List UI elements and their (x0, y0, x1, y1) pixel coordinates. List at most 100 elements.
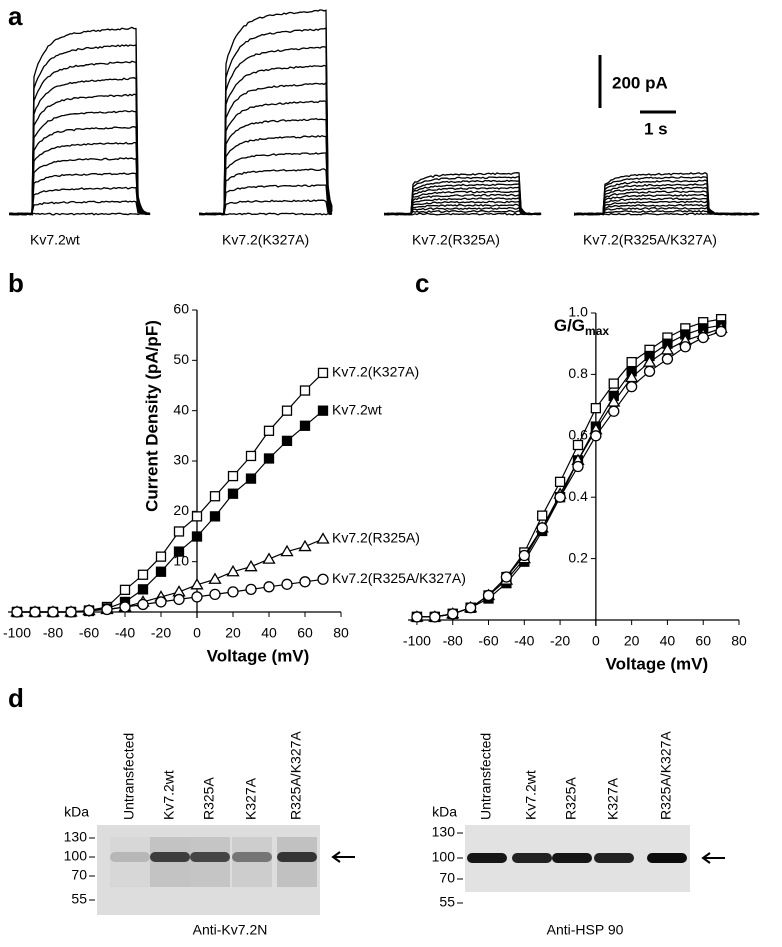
x-tick-label: -80 (443, 633, 463, 649)
marker (155, 596, 167, 608)
x-tick-label: -20 (550, 633, 570, 649)
y-tick-label: 0.2 (568, 549, 588, 565)
trace (9, 172, 151, 216)
band (190, 852, 230, 862)
x-tick-label: 40 (261, 625, 277, 641)
x-tick-label: 80 (333, 625, 349, 641)
trace (574, 171, 760, 216)
lane-label: Kv7.2wt (161, 770, 177, 820)
marker (65, 606, 77, 618)
marker (447, 608, 459, 620)
trace (199, 134, 333, 216)
marker (137, 598, 149, 611)
y-axis-label-sub: max (585, 324, 609, 338)
y-tick-label: 1.0 (568, 304, 588, 320)
smear (232, 837, 272, 887)
marker (191, 511, 203, 522)
lane-label: Untransfected (121, 733, 137, 820)
y-tick-label: 0.8 (568, 365, 588, 381)
marker (626, 356, 637, 368)
marker (263, 581, 275, 593)
marker (262, 552, 276, 564)
marker-label: 70 (439, 870, 455, 886)
marker (590, 403, 602, 414)
x-tick-label: 20 (225, 625, 241, 641)
x-tick-label: 0 (592, 633, 600, 649)
trace (9, 60, 151, 216)
marker (227, 586, 239, 598)
marker (464, 602, 477, 614)
marker (173, 546, 185, 557)
x-tick-label: 60 (695, 633, 711, 649)
trace (9, 93, 151, 216)
marker (191, 531, 203, 542)
marker (83, 604, 95, 617)
lane-label: R325A/K327A (658, 731, 674, 820)
marker-label: 100 (432, 849, 456, 865)
marker (263, 425, 275, 436)
x-tick-label: -40 (514, 633, 534, 649)
y-axis-label: Current Density (pA/pF) (142, 320, 161, 512)
marker (119, 601, 131, 613)
smear (190, 837, 230, 887)
marker (299, 420, 311, 431)
marker (281, 435, 293, 447)
marker (317, 405, 329, 416)
trace (199, 152, 333, 216)
marker (173, 593, 185, 606)
x-tick-label: 20 (624, 633, 640, 649)
x-tick-label: -100 (3, 625, 31, 641)
marker (537, 510, 548, 521)
marker-label: 100 (64, 848, 88, 864)
marker (29, 606, 41, 618)
marker (263, 453, 275, 464)
y-tick-label: 50 (173, 351, 189, 367)
marker (625, 381, 638, 393)
marker (608, 378, 619, 389)
marker (155, 566, 167, 577)
trace-label: Kv7.2(R325A) (412, 232, 500, 248)
arrow (701, 852, 725, 864)
antibody-label: Anti-HSP 90 (547, 922, 624, 938)
marker (536, 522, 548, 534)
lane-label: R325A (563, 777, 579, 820)
marker (316, 532, 330, 544)
band (594, 853, 634, 863)
blots: Untransfected Kv7.2wt R325A K327A R325A/K327… (64, 731, 725, 938)
marker-label: 130 (432, 824, 456, 840)
trace (9, 26, 150, 216)
marker (608, 405, 620, 417)
trace-label: Kv7.2wt (30, 232, 80, 248)
band (150, 852, 190, 862)
marker (190, 578, 204, 590)
x-tick-label: -60 (478, 633, 498, 649)
marker (280, 544, 294, 557)
marker (590, 430, 602, 442)
trace (9, 110, 151, 216)
trace (199, 184, 333, 216)
trace (9, 77, 151, 216)
marker-label: 70 (71, 867, 87, 883)
lane-label: K327A (605, 777, 621, 820)
marker (572, 460, 584, 473)
series-label: Kv7.2(R325A) (332, 530, 420, 546)
marker (715, 325, 727, 338)
lane-label: R325A/K327A (288, 731, 304, 820)
fit-line (17, 578, 324, 613)
y-tick-label: 40 (173, 401, 189, 417)
panel-label: a (8, 1, 23, 31)
x-axis-label: Voltage (mV) (207, 646, 310, 665)
marker (101, 603, 113, 616)
trace (199, 168, 333, 216)
marker (227, 470, 239, 482)
y-tick-label: 0.4 (568, 488, 588, 504)
marker (429, 611, 441, 623)
antibody-label: Anti-Kv7.2N (193, 922, 268, 938)
trace (9, 157, 151, 216)
marker (245, 583, 257, 595)
fit-line (17, 372, 324, 613)
x-tick-label: 80 (731, 633, 747, 649)
marker (137, 584, 149, 595)
traces (9, 9, 760, 216)
band (277, 852, 317, 862)
